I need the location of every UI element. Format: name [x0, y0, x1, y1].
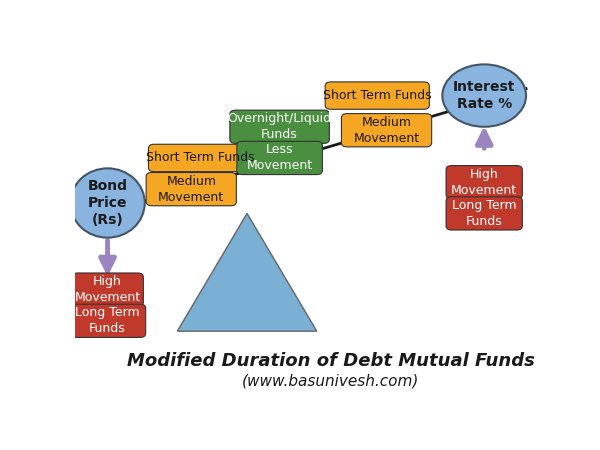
Text: Medium
Movement: Medium Movement — [353, 116, 419, 145]
Text: Long Term
Funds: Long Term Funds — [75, 306, 140, 335]
Polygon shape — [178, 213, 317, 331]
Text: Short Term Funds: Short Term Funds — [323, 89, 431, 102]
FancyBboxPatch shape — [148, 144, 253, 171]
FancyBboxPatch shape — [146, 172, 236, 206]
Text: Medium
Movement: Medium Movement — [158, 175, 224, 204]
Text: High
Movement: High Movement — [74, 275, 140, 304]
Text: Interest
Rate %: Interest Rate % — [453, 80, 515, 111]
Text: Short Term Funds: Short Term Funds — [146, 152, 255, 164]
FancyBboxPatch shape — [341, 113, 431, 147]
Text: High
Movement: High Movement — [451, 168, 517, 197]
Ellipse shape — [70, 168, 145, 238]
Text: Less
Movement: Less Movement — [247, 144, 313, 172]
FancyBboxPatch shape — [446, 197, 523, 230]
Ellipse shape — [442, 64, 526, 127]
FancyBboxPatch shape — [325, 82, 430, 109]
FancyBboxPatch shape — [72, 273, 143, 306]
Text: Long Term
Funds: Long Term Funds — [452, 199, 517, 228]
Text: (www.basunivesh.com): (www.basunivesh.com) — [242, 374, 419, 389]
Text: Modified Duration of Debt Mutual Funds: Modified Duration of Debt Mutual Funds — [127, 351, 535, 369]
Text: Overnight/Liquid
Funds: Overnight/Liquid Funds — [227, 112, 332, 141]
FancyBboxPatch shape — [230, 110, 329, 144]
FancyBboxPatch shape — [70, 304, 146, 338]
Text: Bond
Price
(Rs): Bond Price (Rs) — [88, 179, 128, 227]
FancyBboxPatch shape — [237, 141, 322, 175]
FancyBboxPatch shape — [446, 166, 523, 199]
